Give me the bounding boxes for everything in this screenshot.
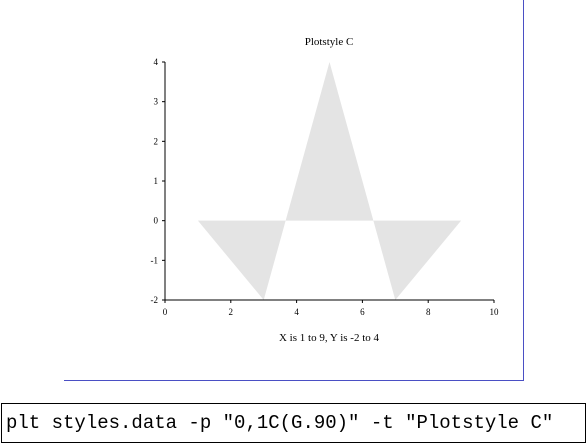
y-tick-label: -2: [151, 295, 159, 305]
fill-layer: [197, 62, 462, 300]
command-line: plt styles.data -p "0,1C(G.90)" -t "Plot…: [1, 403, 586, 443]
x-axis-label: X is 1 to 9, Y is -2 to 4: [279, 332, 380, 344]
x-tick-label: 8: [426, 307, 431, 317]
y-tick-label: 3: [154, 97, 159, 107]
x-tick-label: 4: [294, 307, 299, 317]
x-tick-label: 2: [229, 307, 234, 317]
y-tick-label: 0: [154, 216, 159, 226]
x-tick-label: 10: [490, 307, 500, 317]
y-tick-label: 4: [154, 57, 159, 67]
y-tick-label: -1: [151, 255, 159, 265]
y-tick-label: 2: [154, 136, 159, 146]
x-tick-label: 6: [360, 307, 365, 317]
y-tick-label: 1: [154, 176, 159, 186]
chart-title: Plotstyle C: [305, 36, 354, 48]
fill-area-series-1: [197, 62, 462, 300]
x-tick-label: 0: [163, 307, 168, 317]
